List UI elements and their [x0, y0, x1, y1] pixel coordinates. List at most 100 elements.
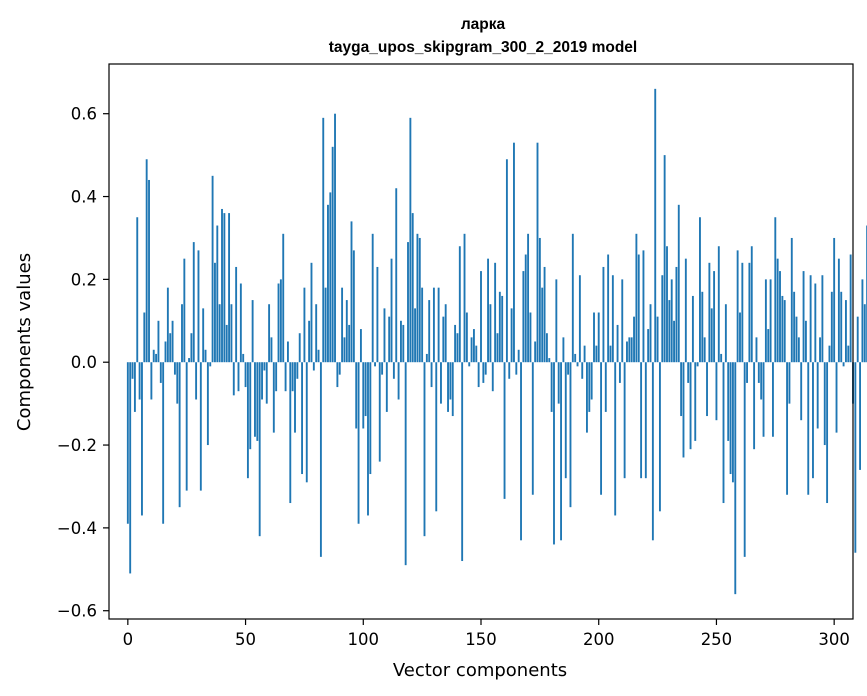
bar	[390, 258, 393, 363]
bar	[833, 237, 836, 363]
bar	[849, 254, 852, 363]
bar	[263, 362, 266, 371]
bar	[684, 258, 687, 363]
bar	[553, 362, 555, 545]
bar	[157, 320, 160, 363]
bar	[371, 233, 374, 363]
bar	[826, 362, 829, 504]
x-axis-ticks: 0 50 100 150 200 250 300	[123, 619, 850, 649]
bar	[760, 362, 763, 400]
bar	[682, 362, 685, 458]
bar	[503, 362, 506, 499]
bar	[199, 362, 202, 491]
bar	[256, 362, 259, 441]
bar	[322, 117, 325, 363]
bar	[254, 362, 256, 437]
bar	[237, 362, 240, 392]
bar	[534, 341, 537, 363]
bar	[661, 275, 664, 363]
bar	[440, 362, 442, 404]
x-tick-label: 100	[348, 630, 380, 649]
x-tick-label: 250	[701, 630, 733, 649]
bar	[409, 117, 412, 363]
bar	[209, 362, 212, 367]
bar	[588, 362, 591, 412]
bar	[449, 362, 452, 400]
bar	[444, 304, 447, 363]
bar	[206, 362, 209, 446]
bar	[567, 362, 570, 375]
bar	[202, 308, 205, 363]
bar	[385, 362, 388, 412]
bar	[658, 362, 661, 512]
bar	[310, 262, 313, 363]
bar	[338, 362, 341, 375]
bar	[470, 337, 473, 363]
bar	[214, 262, 216, 363]
bar	[557, 362, 560, 404]
bar	[169, 333, 172, 363]
bar	[359, 329, 362, 363]
bar	[842, 362, 845, 367]
bar	[590, 362, 593, 400]
bar	[362, 362, 365, 429]
bar	[555, 279, 558, 363]
bar	[663, 155, 666, 363]
bar	[289, 362, 292, 504]
bar	[630, 337, 633, 363]
bar	[129, 362, 132, 574]
bar	[772, 362, 774, 437]
bar	[527, 233, 530, 363]
bar	[258, 362, 261, 537]
bar	[510, 308, 513, 363]
bar	[451, 362, 454, 417]
bar	[574, 353, 577, 363]
bar	[769, 279, 772, 363]
bar	[136, 217, 139, 363]
y-tick-label: −0.4	[57, 519, 97, 538]
bar	[731, 362, 734, 483]
bar	[651, 362, 654, 541]
bar	[383, 308, 386, 363]
bar	[246, 362, 249, 479]
bar	[188, 358, 190, 363]
bar	[447, 362, 449, 412]
bar	[694, 362, 697, 441]
bar	[793, 291, 796, 363]
bar	[239, 283, 242, 363]
bar	[395, 188, 398, 363]
bar	[708, 262, 711, 363]
bar	[847, 345, 850, 363]
bar	[367, 362, 369, 516]
bar	[781, 295, 784, 363]
bar	[425, 353, 428, 363]
bar	[181, 304, 183, 363]
bar	[489, 304, 492, 363]
bar	[461, 362, 464, 562]
bar	[176, 362, 179, 404]
bar	[442, 316, 445, 363]
bar	[809, 275, 812, 363]
bar	[720, 353, 723, 363]
bar	[211, 175, 214, 363]
bar	[743, 362, 746, 557]
bar	[364, 362, 367, 417]
bar	[381, 362, 384, 375]
bar	[734, 362, 737, 595]
bar	[802, 271, 805, 363]
bar	[315, 304, 318, 363]
bar	[656, 316, 659, 363]
bar	[327, 204, 329, 363]
bar	[821, 275, 824, 363]
bar	[357, 362, 360, 524]
bar	[800, 362, 803, 421]
bar	[861, 279, 864, 363]
bar	[576, 362, 579, 367]
x-tick-label: 150	[465, 630, 497, 649]
bar	[741, 262, 744, 363]
bar	[369, 362, 372, 475]
bar	[753, 362, 756, 450]
bar	[517, 349, 520, 363]
bar	[840, 291, 843, 363]
bar	[331, 146, 334, 363]
